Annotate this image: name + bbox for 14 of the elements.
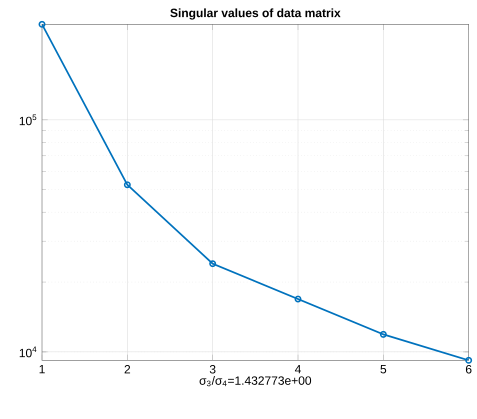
chart-title: Singular values of data matrix: [170, 8, 341, 20]
x-tick-label: 2: [124, 365, 130, 374]
point: [124, 181, 131, 188]
point: [294, 296, 302, 302]
x-tick-label: 5: [380, 365, 386, 374]
y-tick-label: 10$^{4}$: [20, 346, 36, 358]
x-tick-label: 3: [210, 365, 216, 374]
y-tick-label: 10$^{5}$: [20, 114, 36, 126]
x-axis-title: σ$_{3}$/σ$_{4}$=1.432773e+00: [200, 376, 312, 386]
x-tick-label: 4: [294, 365, 301, 374]
x-tick-label: 6: [466, 365, 472, 374]
point: [209, 260, 216, 268]
point: [380, 330, 387, 338]
x-tick-label: 1: [40, 365, 45, 374]
